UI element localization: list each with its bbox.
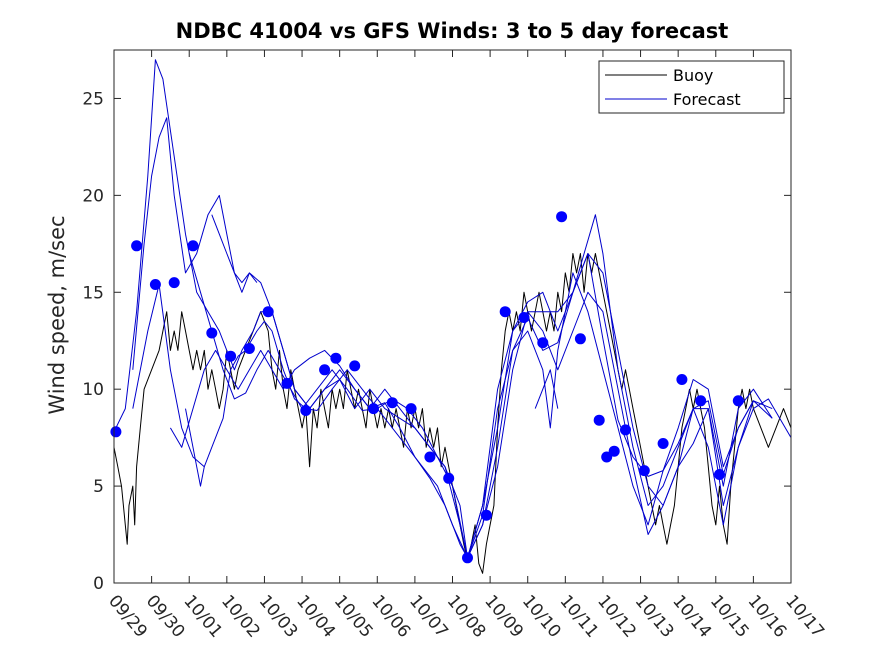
- y-tick-label: 20: [82, 186, 104, 206]
- chart-title: NDBC 41004 vs GFS Winds: 3 to 5 day fore…: [176, 19, 729, 43]
- forecast-point: [225, 350, 237, 362]
- forecast-series-line: [534, 369, 559, 409]
- forecast-point: [574, 333, 586, 345]
- y-tick-label: 15: [82, 283, 104, 303]
- legend-buoy-label: Buoy: [673, 66, 713, 85]
- y-tick-label: 0: [93, 574, 104, 594]
- legend-forecast-label: Forecast: [673, 90, 741, 109]
- forecast-point: [386, 397, 398, 409]
- forecast-point: [714, 469, 725, 480]
- forecast-point: [462, 552, 473, 564]
- plot-area: [114, 50, 791, 583]
- forecast-point: [638, 465, 650, 477]
- forecast-series-line: [185, 408, 205, 487]
- forecast-point: [620, 424, 631, 436]
- forecast-point: [443, 472, 455, 484]
- forecast-point: [131, 240, 143, 252]
- forecast-point: [168, 277, 180, 289]
- legend-box: [598, 60, 785, 114]
- forecast-point: [424, 451, 436, 463]
- forecast-point: [608, 445, 620, 457]
- y-axis-label: Wind speed, m/sec: [45, 215, 69, 414]
- forecast-point: [262, 306, 274, 318]
- forecast-point: [281, 377, 293, 389]
- forecast-series-line: [188, 253, 773, 559]
- forecast-point: [657, 438, 669, 449]
- forecast-point: [537, 337, 549, 349]
- forecast-series-line: [211, 214, 258, 284]
- forecast-point: [518, 312, 530, 323]
- forecast-point: [676, 374, 688, 385]
- forecast-point: [187, 240, 199, 252]
- forecast-point: [243, 343, 255, 354]
- forecast-point: [556, 211, 568, 223]
- forecast-point: [110, 426, 122, 438]
- forecast-point: [480, 509, 492, 521]
- forecast-point: [319, 364, 331, 376]
- y-tick-label: 10: [82, 380, 104, 400]
- y-tick-label: 25: [82, 89, 104, 109]
- legend: Buoy Forecast: [598, 60, 785, 114]
- forecast-series-line: [132, 117, 773, 559]
- forecast-point: [593, 414, 605, 426]
- forecast-point: [732, 395, 744, 407]
- forecast-point: [368, 403, 379, 415]
- marker-layer: [110, 211, 744, 564]
- forecast-point: [695, 395, 707, 407]
- forecast-point: [330, 352, 342, 364]
- forecast-point: [405, 403, 417, 415]
- forecast-point: [499, 306, 511, 318]
- forecast-point: [349, 360, 361, 372]
- forecast-point: [300, 405, 312, 416]
- forecast-point: [601, 451, 613, 463]
- y-tick-label: 5: [93, 477, 104, 497]
- series-layer: [113, 59, 792, 574]
- forecast-point: [149, 279, 161, 290]
- forecast-point: [206, 327, 218, 339]
